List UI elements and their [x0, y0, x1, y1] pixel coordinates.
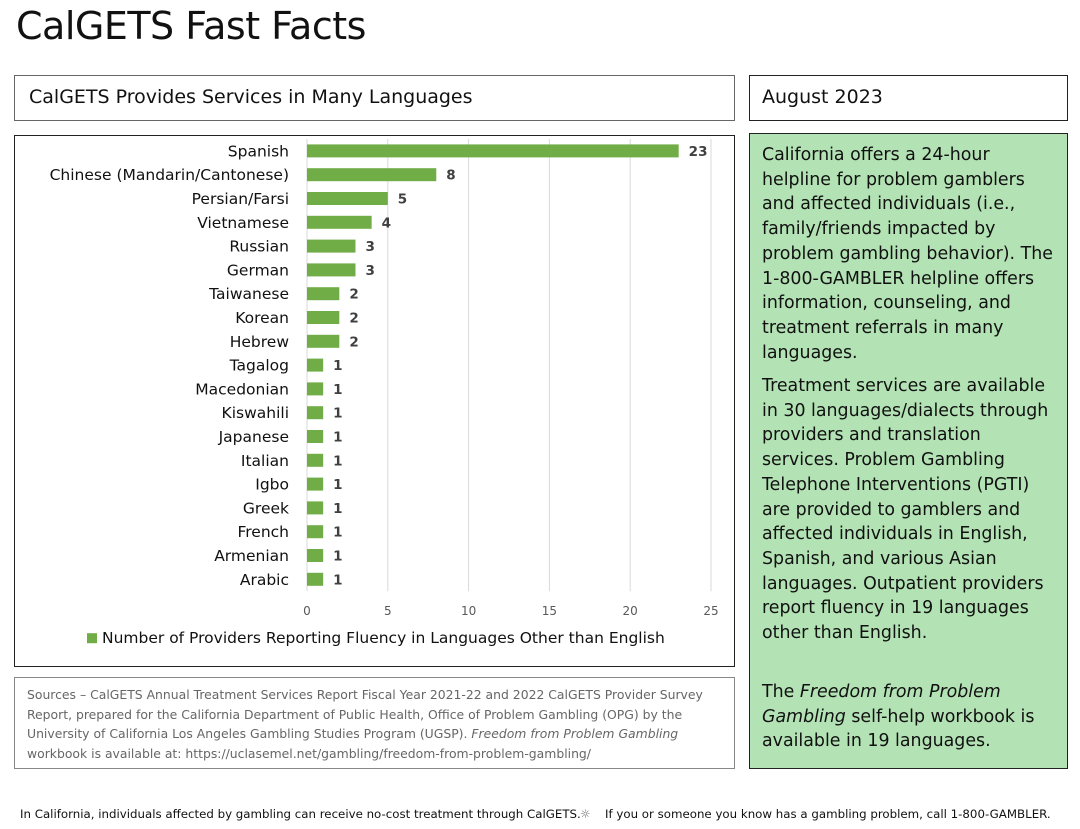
category-label: Igbo [255, 476, 289, 494]
data-label: 5 [398, 192, 407, 208]
data-label: 1 [333, 572, 342, 588]
bar [307, 192, 388, 205]
data-label: 1 [333, 501, 342, 517]
date-label: August 2023 [762, 86, 883, 108]
bar [307, 406, 324, 420]
fact-treatment-languages: Treatment services are available in 30 l… [762, 376, 1049, 644]
facts-panel: California offers a 24-hour helpline for… [749, 133, 1068, 769]
category-label: Italian [241, 452, 289, 470]
x-tick-label: 5 [384, 604, 392, 618]
x-tick-label: 15 [542, 604, 557, 618]
sources-workbook-title: Freedom from Problem Gambling [471, 726, 679, 742]
bar [307, 525, 324, 539]
chart-header-box: CalGETS Provides Services in Many Langua… [14, 75, 735, 121]
fact-helpline: California offers a 24-hour helpline for… [762, 145, 1053, 363]
category-label: Hebrew [230, 333, 290, 351]
footer-left-text: In California, individuals affected by g… [20, 807, 581, 821]
category-label: Japanese [218, 428, 289, 446]
data-label: 1 [333, 358, 342, 374]
page-title: CalGETS Fast Facts [16, 4, 366, 48]
data-label: 1 [333, 453, 342, 469]
category-label: Persian/Farsi [192, 190, 289, 208]
category-label: Greek [243, 499, 289, 517]
data-label: 1 [333, 549, 342, 565]
legend-swatch [87, 633, 97, 644]
x-tick-label: 25 [703, 604, 718, 618]
category-label: Armenian [214, 547, 289, 565]
fact-workbook-title: Freedom from Problem Gambling [762, 682, 1001, 727]
chart-panel: 0 5 10 15 20 25 Spanish 23 Chinese (Mandarin/Can… [14, 135, 735, 667]
category-label: French [237, 523, 289, 541]
category-label: Chinese (Mandarin/Cantonese) [50, 166, 289, 184]
bar [307, 501, 324, 515]
data-label: 4 [382, 215, 391, 231]
data-label: 8 [446, 168, 455, 184]
bar [307, 453, 324, 467]
bar [307, 263, 356, 277]
fact-workbook-suffix: self-help workbook is available in 19 la… [762, 706, 1035, 752]
sources-panel: Sources – CalGETS Annual Treatment Servi… [14, 677, 735, 769]
category-label: Arabic [240, 571, 289, 589]
sources-suffix: workbook is available at: https://uclase… [27, 745, 591, 761]
bar [307, 358, 324, 372]
bar [307, 311, 340, 324]
bar [307, 549, 324, 562]
category-label: Vietnamese [197, 214, 289, 232]
bar [307, 477, 324, 491]
bar [307, 215, 372, 229]
data-label: 3 [365, 239, 374, 255]
date-box: August 2023 [749, 75, 1068, 121]
sources-text: Sources – CalGETS Annual Treatment Servi… [27, 685, 720, 763]
data-label: 1 [333, 406, 342, 422]
category-label: Taiwanese [208, 285, 289, 303]
bar [307, 144, 679, 158]
bar [307, 239, 356, 253]
data-label: 2 [349, 287, 358, 303]
bar [307, 334, 340, 348]
data-label: 3 [365, 263, 374, 279]
data-label: 2 [349, 334, 358, 350]
legend-label: Number of Providers Reporting Fluency in… [102, 629, 665, 647]
bar [307, 572, 324, 586]
category-label: Tagalog [229, 357, 289, 375]
sun-icon: ☼ [580, 807, 591, 821]
data-label: 1 [333, 525, 342, 541]
data-label: 1 [333, 477, 342, 493]
category-label: Kiswahili [222, 404, 289, 422]
sources-prefix: Sources – CalGETS Annual Treatment Servi… [27, 687, 703, 742]
data-label: 23 [689, 144, 708, 160]
data-label: 1 [333, 430, 342, 446]
footer-right-text: If you or someone you know has a gamblin… [605, 807, 1051, 821]
category-label: Macedonian [195, 380, 289, 398]
category-label: Spanish [228, 142, 289, 160]
bar [307, 430, 324, 443]
x-tick-label: 10 [461, 604, 476, 618]
data-label: 1 [333, 382, 342, 398]
category-label: Korean [235, 309, 289, 327]
fact-workbook-prefix: The [762, 682, 800, 702]
x-tick-label: 0 [303, 604, 311, 618]
category-label: German [227, 261, 289, 279]
x-tick-label: 20 [623, 604, 638, 618]
data-label: 2 [349, 311, 358, 327]
bar [307, 287, 340, 301]
fact-workbook: The Freedom from Problem Gambling self-h… [762, 680, 1059, 754]
bar [307, 382, 324, 396]
bar [307, 168, 437, 182]
chart-header-title: CalGETS Provides Services in Many Langua… [29, 86, 473, 108]
category-label: Russian [229, 238, 289, 256]
